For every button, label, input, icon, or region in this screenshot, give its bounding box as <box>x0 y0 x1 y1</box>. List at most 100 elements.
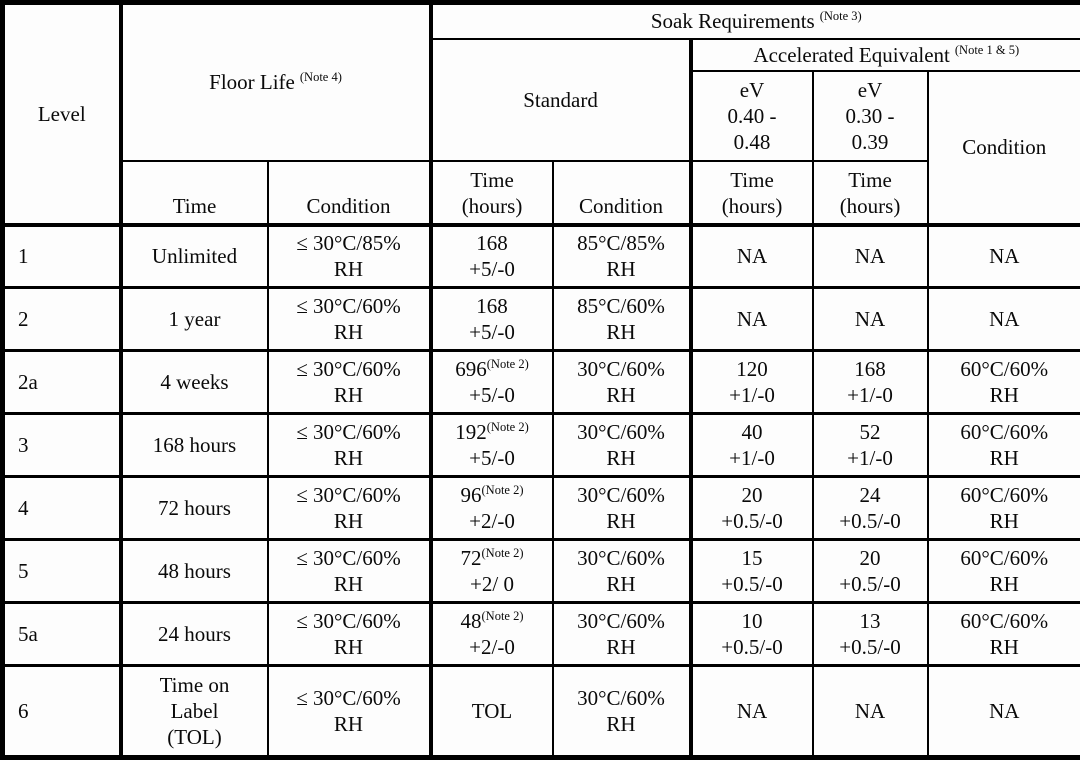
cell-line: 85°C/60% <box>554 293 689 319</box>
cell-line: 85°C/85% <box>554 230 689 256</box>
table-row: 2a 4 weeks ≤ 30°C/60%RH 696(Note 2)+5/-0… <box>3 351 1080 414</box>
header-line: 0.39 <box>814 129 927 155</box>
cell-floor-life-condition: ≤ 30°C/60%RH <box>268 540 431 603</box>
header-floor-time: Time <box>121 161 268 225</box>
cell-line: NA <box>929 306 1080 332</box>
cell-level: 2 <box>3 288 121 351</box>
cell-line: ≤ 30°C/60% <box>269 419 429 445</box>
cell-line: +5/-0 <box>433 256 552 282</box>
cell-line: 72 hours <box>123 495 267 521</box>
cell-line: +1/-0 <box>814 445 927 471</box>
cell-line: 30°C/60% <box>554 482 689 508</box>
cell-line: 30°C/60% <box>554 545 689 571</box>
cell-line: RH <box>554 634 689 660</box>
cell-line: RH <box>554 382 689 408</box>
cell-line: 24 hours <box>123 621 267 647</box>
cell-line: RH <box>929 634 1080 660</box>
cell-floor-life-time: 1 year <box>121 288 268 351</box>
cell-standard-time: 168+5/-0 <box>431 225 553 288</box>
header-line: 0.40 - <box>693 103 812 129</box>
cell-line: NA <box>814 698 927 724</box>
cell-floor-life-time: Unlimited <box>121 225 268 288</box>
cell-line: 30°C/60% <box>554 356 689 382</box>
header-line: 0.48 <box>693 129 812 155</box>
note-superscript: (Note 2) <box>487 420 529 434</box>
cell-accel-condition: NA <box>928 288 1080 351</box>
cell-standard-time: 72(Note 2)+2/ 0 <box>431 540 553 603</box>
header-std-condition-label: Condition <box>579 194 663 218</box>
cell-line: RH <box>269 382 429 408</box>
cell-standard-condition: 85°C/60%RH <box>553 288 691 351</box>
cell-standard-time: 48(Note 2)+2/-0 <box>431 603 553 666</box>
cell-line: +1/-0 <box>693 445 812 471</box>
cell-line: Unlimited <box>123 243 267 269</box>
cell-line: RH <box>269 445 429 471</box>
cell-line: +0.5/-0 <box>693 571 812 597</box>
cell-line: ≤ 30°C/60% <box>269 685 429 711</box>
cell-accel-condition: 60°C/60%RH <box>928 603 1080 666</box>
cell-line: RH <box>269 508 429 534</box>
cell-floor-life-condition: ≤ 30°C/60%RH <box>268 288 431 351</box>
cell-line: NA <box>929 698 1080 724</box>
cell-line: 13 <box>814 608 927 634</box>
cell-line: ≤ 30°C/60% <box>269 482 429 508</box>
header-line: Time <box>693 167 812 193</box>
cell-line: 10 <box>693 608 812 634</box>
cell-line: RH <box>929 445 1080 471</box>
cell-standard-condition: 30°C/60%RH <box>553 351 691 414</box>
note-superscript: (Note 4) <box>300 70 342 84</box>
cell-level: 3 <box>3 414 121 477</box>
cell-level: 5 <box>3 540 121 603</box>
cell-line: NA <box>693 698 812 724</box>
cell-floor-life-condition: ≤ 30°C/85%RH <box>268 225 431 288</box>
cell-line: RH <box>929 382 1080 408</box>
header-accel-condition: Condition <box>928 71 1080 225</box>
cell-line: ≤ 30°C/60% <box>269 608 429 634</box>
cell-line: ≤ 30°C/60% <box>269 545 429 571</box>
cell-line: 30°C/60% <box>554 419 689 445</box>
cell-line: 696(Note 2) <box>433 356 552 382</box>
cell-line: NA <box>814 306 927 332</box>
header-line: eV <box>693 77 812 103</box>
cell-line: 168 hours <box>123 432 267 458</box>
cell-standard-time: 192(Note 2)+5/-0 <box>431 414 553 477</box>
header-level-label: Level <box>38 102 86 126</box>
header-floor-condition-label: Condition <box>307 194 391 218</box>
cell-line: NA <box>693 306 812 332</box>
cell-line: 20 <box>693 482 812 508</box>
cell-line: 168 <box>433 230 552 256</box>
cell-line: RH <box>269 319 429 345</box>
cell-line: 24 <box>814 482 927 508</box>
cell-ev30-time: NA <box>813 288 928 351</box>
cell-standard-time: 696(Note 2)+5/-0 <box>431 351 553 414</box>
cell-ev40-time: 120+1/-0 <box>691 351 813 414</box>
header-std-condition: Condition <box>553 161 691 225</box>
cell-standard-condition: 30°C/60%RH <box>553 414 691 477</box>
cell-line: 72(Note 2) <box>433 545 552 571</box>
cell-floor-life-condition: ≤ 30°C/60%RH <box>268 603 431 666</box>
cell-line: +0.5/-0 <box>814 508 927 534</box>
cell-ev40-time: NA <box>691 288 813 351</box>
cell-line: RH <box>554 256 689 282</box>
cell-standard-condition: 30°C/60%RH <box>553 540 691 603</box>
cell-line: 20 <box>814 545 927 571</box>
cell-floor-life-condition: ≤ 30°C/60%RH <box>268 414 431 477</box>
cell-floor-life-time: 168 hours <box>121 414 268 477</box>
cell-line: +0.5/-0 <box>693 508 812 534</box>
cell-line: +0.5/-0 <box>693 634 812 660</box>
cell-line: 48(Note 2) <box>433 608 552 634</box>
cell-line: RH <box>554 508 689 534</box>
header-accel-condition-label: Condition <box>962 135 1046 159</box>
cell-standard-time: TOL <box>431 666 553 758</box>
note-superscript: (Note 2) <box>482 483 524 497</box>
table-row: 2 1 year ≤ 30°C/60%RH 168+5/-0 85°C/60%R… <box>3 288 1080 351</box>
cell-line: (TOL) <box>123 724 267 750</box>
header-accelerated-equivalent-label: Accelerated Equivalent <box>753 43 949 67</box>
cell-ev30-time: NA <box>813 666 928 758</box>
cell-line: 1 year <box>123 306 267 332</box>
header-ev-040-048: eV 0.40 - 0.48 <box>691 71 813 161</box>
header-line: (hours) <box>693 193 812 219</box>
